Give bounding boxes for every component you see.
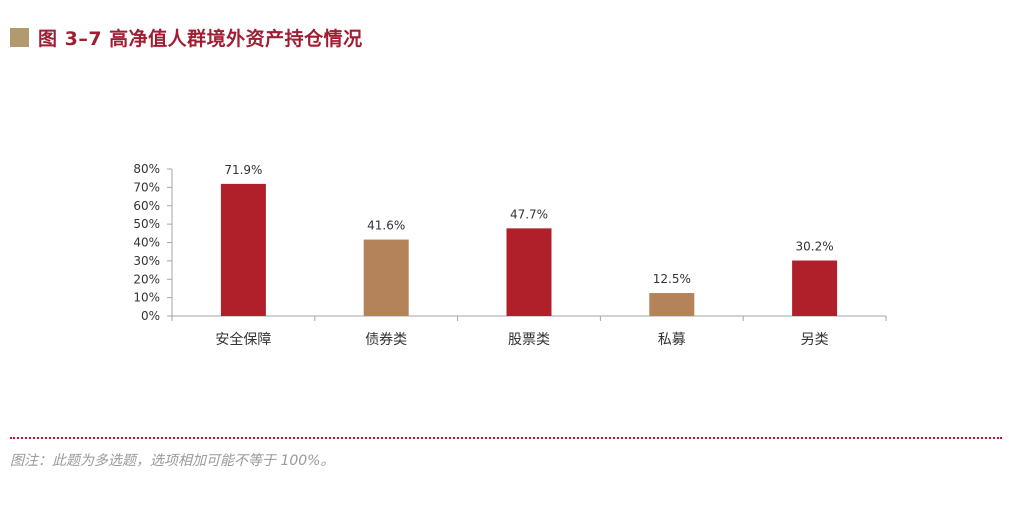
dotted-divider (10, 437, 1002, 439)
figure-title-bar: 图 3–7 高净值人群境外资产持仓情况 (10, 24, 363, 51)
bar (792, 260, 838, 316)
data-label: 47.7% (510, 207, 548, 221)
y-tick-label: 40% (133, 236, 160, 250)
bar (649, 293, 695, 316)
category-label: 安全保障 (215, 331, 271, 348)
category-label: 债券类 (365, 332, 407, 348)
bar (220, 183, 266, 316)
title-marker-square (10, 28, 29, 47)
chart-bars (220, 183, 838, 316)
data-label: 12.5% (653, 272, 691, 286)
chart-axes: 0% 10% 20% 30% 40% 50% 60% 70% 80% (133, 162, 887, 323)
figure-note: 图注：此题为多选题，选项相加可能不等于 100%。 (10, 453, 335, 469)
bar (506, 228, 552, 316)
y-tick-label: 10% (133, 291, 160, 305)
data-label: 71.9% (224, 163, 262, 177)
bar (363, 239, 409, 316)
data-label: 41.6% (367, 219, 405, 233)
chart-labels: 71.9% 安全保障 41.6% 债券类 47.7% 股票类 12.5% 私募 30.2% 另类 (215, 163, 833, 348)
y-tick-label: 60% (133, 199, 160, 213)
category-label: 另类 (801, 332, 829, 348)
y-tick-label: 20% (133, 272, 160, 286)
bar-chart: 0% 10% 20% 30% 40% 50% 60% 70% 80% 71.9% 安全保障 41.6… (133, 162, 887, 348)
category-label: 私募 (658, 332, 686, 348)
y-tick-label: 80% (133, 162, 160, 176)
y-tick-label: 50% (133, 217, 160, 231)
y-tick-label: 70% (133, 180, 160, 194)
y-tick-label: 30% (133, 254, 160, 268)
y-tick-label: 0% (141, 309, 160, 323)
category-label: 股票类 (508, 332, 550, 348)
data-label: 30.2% (796, 240, 834, 254)
figure-title: 图 3–7 高净值人群境外资产持仓情况 (38, 28, 363, 50)
